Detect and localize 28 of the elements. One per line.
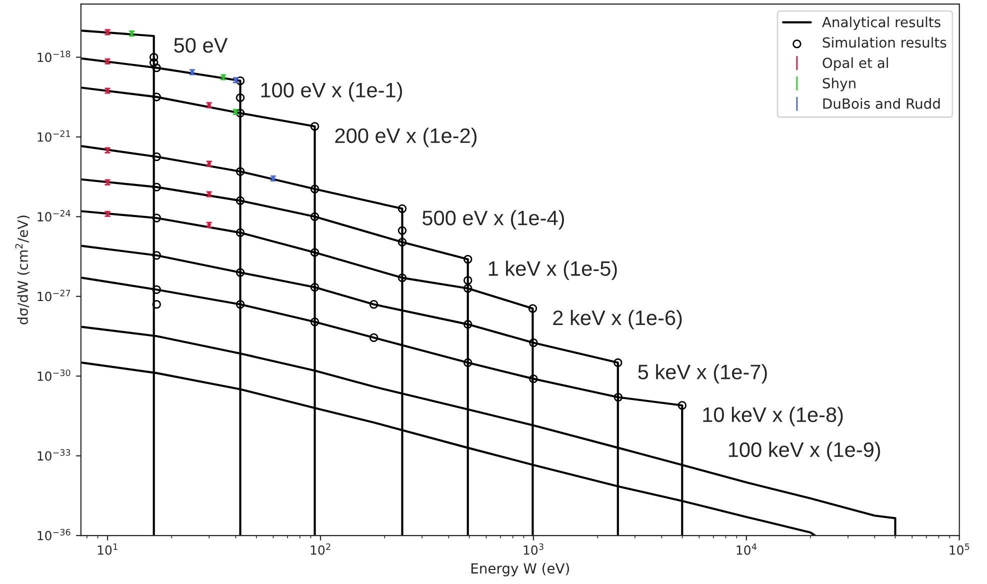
y-tick-label: 10$^{−24}$	[38, 210, 70, 222]
x-tick-label: 10$^{1}$	[98, 544, 118, 555]
y-tick-label: 10$^{−33}$	[38, 449, 70, 461]
legend-label: Simulation results	[822, 36, 946, 48]
y-tick-label: 10$^{−30}$	[38, 369, 70, 381]
y-axis-title: dσ/dW (cm$^{2}$/eV)	[15, 216, 30, 324]
x-tick-label: 10$^{2}$	[310, 543, 330, 555]
annotation: 200 eV x (1e-2)	[335, 128, 477, 148]
annotation: 100 eV x (1e-1)	[261, 82, 402, 102]
y-tick-label: 10$^{−27}$	[38, 290, 70, 302]
x-tick-label: 10$^{4}$	[736, 544, 757, 555]
legend-label: Analytical results	[822, 16, 940, 30]
x-axis-title: Energy W (eV)	[471, 562, 569, 576]
annotation: 10 keV x (1e-8)	[703, 406, 843, 426]
legend-label: DuBois and Rudd	[823, 98, 940, 109]
annotation: 50 eV	[174, 38, 228, 53]
annotation: 500 eV x (1e-4)	[422, 210, 564, 230]
annotation: 2 keV x (1e-6)	[553, 310, 682, 330]
legend-label: Shyn	[822, 78, 856, 92]
y-tick-label: 10$^{−18}$	[38, 50, 70, 62]
x-tick-label: 10$^{5}$	[950, 544, 970, 555]
annotation: 1 keV x (1e-5)	[488, 260, 617, 280]
annotation: 5 keV x (1e-7)	[638, 364, 767, 384]
y-tick-label: 10$^{−36}$	[38, 528, 70, 540]
x-tick-label: 10$^{3}$	[524, 543, 544, 555]
y-tick-label: 10$^{−21}$	[38, 130, 70, 142]
annotation: 100 keV x (1e-9)	[728, 442, 880, 462]
legend-label: Opal et al	[822, 57, 888, 71]
